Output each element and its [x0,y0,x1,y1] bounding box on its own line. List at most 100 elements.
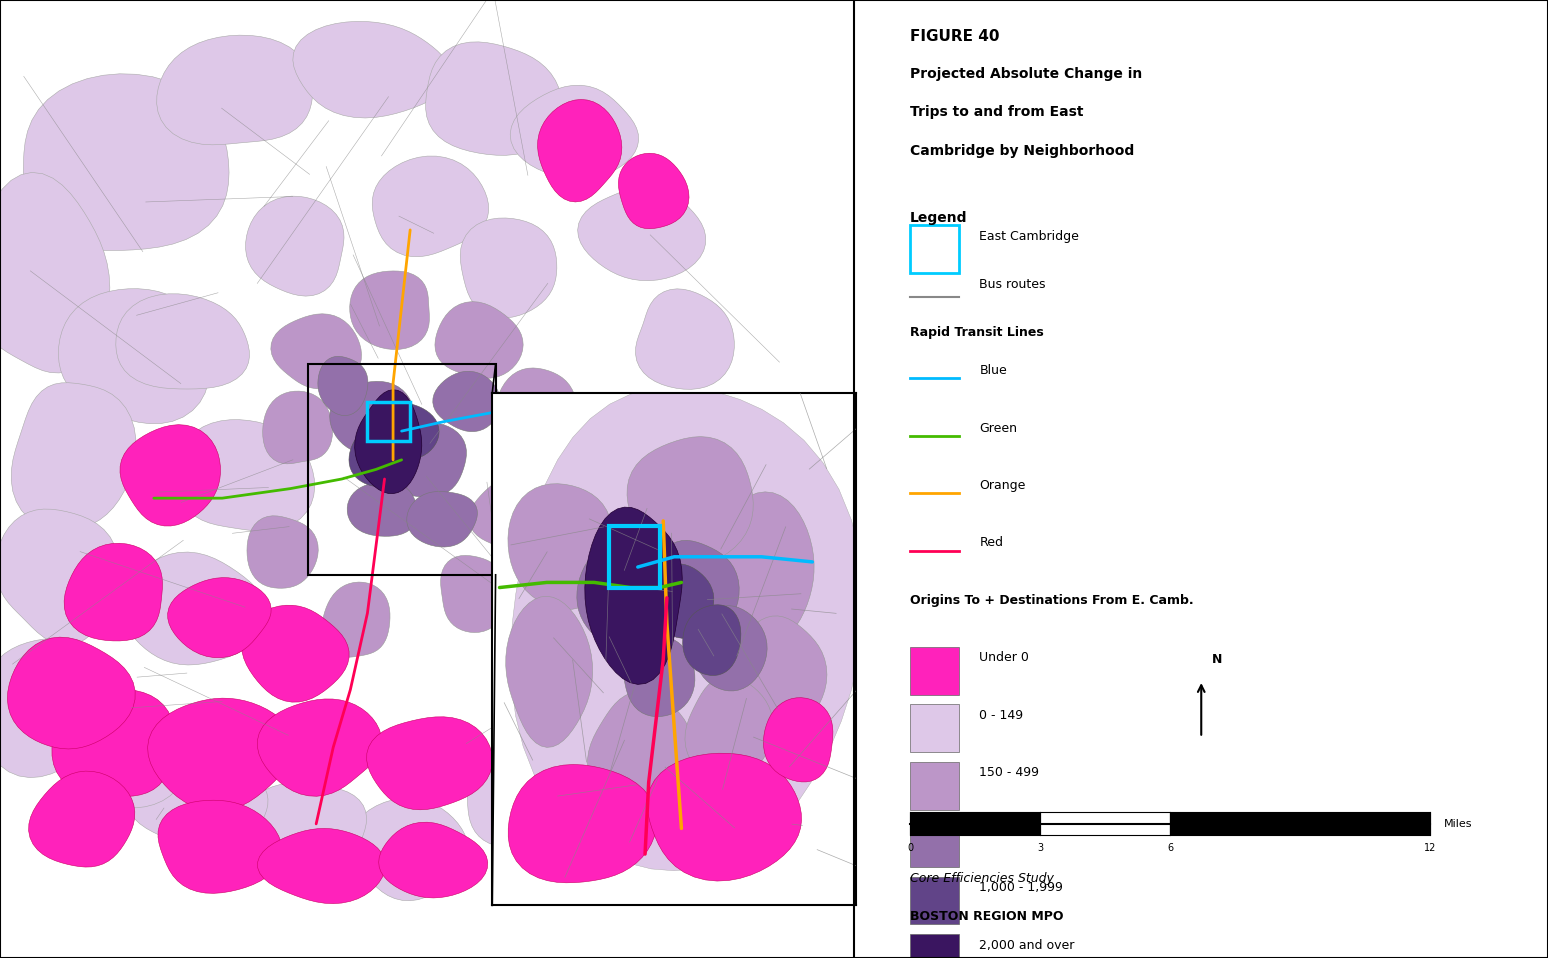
Polygon shape [467,750,563,849]
Polygon shape [147,698,294,811]
Polygon shape [178,420,314,531]
Text: Green: Green [980,422,1017,435]
Bar [910,812,1040,835]
Polygon shape [122,552,268,665]
Polygon shape [116,294,249,389]
Polygon shape [508,484,613,609]
Polygon shape [330,381,416,455]
Text: 3: 3 [1037,843,1043,853]
Polygon shape [511,387,864,871]
Polygon shape [372,156,489,257]
Text: 0: 0 [907,843,913,853]
Text: 1,000 - 1,999: 1,000 - 1,999 [980,881,1063,895]
Polygon shape [257,699,382,796]
Bar [308,364,495,575]
Text: 6: 6 [1167,843,1173,853]
Text: Origins To + Destinations From E. Camb.: Origins To + Destinations From E. Camb. [910,594,1194,607]
Polygon shape [63,543,163,641]
Text: Blue: Blue [980,364,1008,377]
Polygon shape [627,437,754,565]
Polygon shape [537,100,622,202]
Text: Core Efficiencies Study: Core Efficiencies Study [910,872,1054,885]
Polygon shape [763,697,833,782]
Polygon shape [158,800,282,894]
Text: N: N [1212,652,1221,666]
Bar [910,225,958,273]
Text: Cambridge by Neighborhood: Cambridge by Neighborhood [910,144,1135,158]
Polygon shape [271,314,362,389]
Text: Rapid Transit Lines: Rapid Transit Lines [910,326,1043,339]
Polygon shape [293,21,450,118]
Polygon shape [594,568,663,650]
Polygon shape [585,507,683,684]
Polygon shape [407,491,477,547]
Polygon shape [29,771,135,867]
Bar [910,934,958,958]
Polygon shape [350,798,467,901]
Polygon shape [0,638,116,778]
Polygon shape [683,604,741,675]
Polygon shape [367,717,492,810]
Bar [910,704,958,752]
Polygon shape [59,288,209,423]
Polygon shape [460,218,557,318]
Polygon shape [647,753,802,881]
Polygon shape [649,564,714,638]
Bar [910,647,958,695]
Polygon shape [121,424,220,526]
Text: 0 - 149: 0 - 149 [980,709,1023,722]
Bar [1170,812,1430,835]
Polygon shape [23,74,229,250]
Polygon shape [636,288,734,389]
Polygon shape [241,784,367,875]
Text: Under 0: Under 0 [980,651,1029,665]
Text: Miles: Miles [1444,819,1472,829]
Polygon shape [379,422,466,497]
Polygon shape [697,605,768,691]
Text: Trips to and from East: Trips to and from East [910,105,1084,120]
Polygon shape [53,690,175,797]
Polygon shape [649,540,740,640]
Polygon shape [684,676,772,782]
Polygon shape [167,578,271,657]
Polygon shape [433,372,500,432]
Polygon shape [317,356,368,416]
Polygon shape [543,660,646,760]
Bar [910,819,958,867]
Polygon shape [257,829,385,903]
Polygon shape [354,390,421,493]
Polygon shape [379,822,488,898]
Polygon shape [707,491,814,644]
Bar [1040,812,1170,835]
Polygon shape [495,368,577,468]
Polygon shape [577,542,663,649]
Polygon shape [347,482,418,536]
Text: FIGURE 40: FIGURE 40 [910,29,1000,44]
Text: 150 - 499: 150 - 499 [980,766,1039,780]
Polygon shape [588,692,694,814]
Polygon shape [322,582,390,657]
Polygon shape [348,428,401,487]
Polygon shape [624,635,695,717]
Polygon shape [508,764,656,883]
Polygon shape [441,556,506,632]
Polygon shape [241,605,348,702]
Polygon shape [577,187,706,281]
Polygon shape [156,35,313,145]
Text: 12: 12 [1424,843,1437,853]
Text: BOSTON REGION MPO: BOSTON REGION MPO [910,910,1063,924]
Text: Projected Absolute Change in: Projected Absolute Change in [910,67,1142,81]
Polygon shape [435,302,523,378]
Polygon shape [350,271,429,350]
Text: Red: Red [980,536,1003,550]
Polygon shape [469,477,560,552]
Polygon shape [0,172,110,373]
Bar [910,762,958,810]
Polygon shape [246,196,344,296]
Polygon shape [0,509,119,645]
Polygon shape [735,616,827,738]
Text: Orange: Orange [980,479,1026,492]
Polygon shape [62,692,187,808]
Polygon shape [8,637,135,749]
Text: 2,000 and over: 2,000 and over [980,939,1074,952]
